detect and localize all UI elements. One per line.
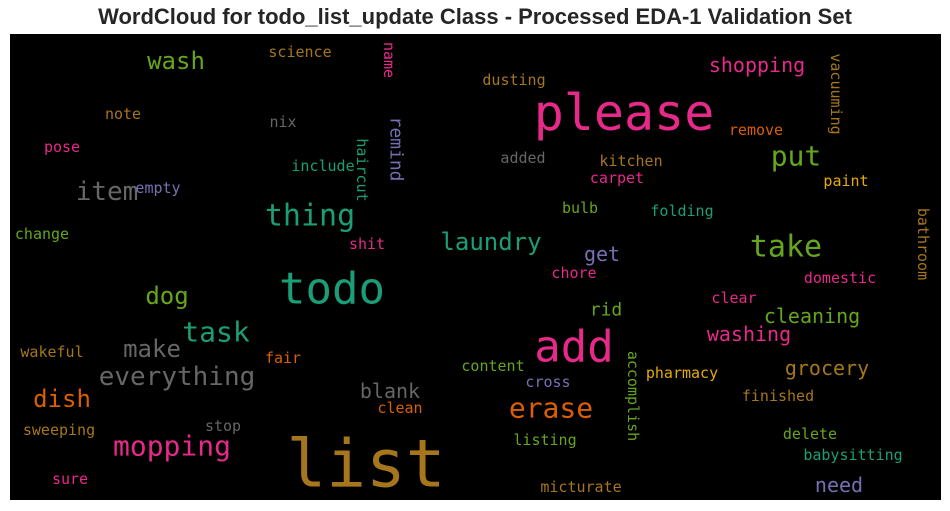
word-domestic: domestic bbox=[804, 269, 876, 287]
word-mopping: mopping bbox=[113, 430, 231, 463]
word-add: add bbox=[534, 322, 613, 373]
word-delete: delete bbox=[783, 425, 837, 443]
word-babysitting: babysitting bbox=[803, 446, 902, 464]
word-erase: erase bbox=[509, 392, 593, 425]
word-todo: todo bbox=[279, 264, 385, 315]
word-carpet: carpet bbox=[590, 169, 644, 187]
word-empty: empty bbox=[135, 179, 180, 197]
word-kitchen: kitchen bbox=[599, 152, 662, 170]
word-name: name bbox=[380, 42, 398, 78]
word-nix: nix bbox=[269, 113, 296, 131]
word-include: include bbox=[291, 157, 354, 175]
word-everything: everything bbox=[99, 362, 256, 392]
chart-title: WordCloud for todo_list_update Class - P… bbox=[98, 4, 852, 29]
word-chore: chore bbox=[551, 264, 596, 282]
wordcloud-canvas: list please todo add take thing task erase moppi… bbox=[10, 34, 941, 500]
word-wash: wash bbox=[147, 47, 205, 75]
word-make: make bbox=[123, 335, 181, 363]
word-note: note bbox=[105, 105, 141, 123]
word-list: list bbox=[287, 426, 446, 501]
word-paint: paint bbox=[823, 172, 868, 190]
word-blank: blank bbox=[360, 379, 420, 403]
word-thing: thing bbox=[265, 199, 355, 234]
word-shopping: shopping bbox=[709, 53, 805, 77]
word-micturate: micturate bbox=[540, 478, 621, 496]
word-rid: rid bbox=[590, 300, 623, 321]
word-accomplish: accomplish bbox=[624, 351, 642, 441]
word-item: item bbox=[76, 177, 139, 207]
word-remove: remove bbox=[729, 121, 783, 139]
word-bulb: bulb bbox=[562, 199, 598, 217]
word-shit: shit bbox=[349, 235, 385, 253]
word-pharmacy: pharmacy bbox=[646, 364, 718, 382]
word-vacuuming: vacuuming bbox=[827, 53, 845, 134]
word-get: get bbox=[584, 242, 620, 266]
word-put: put bbox=[771, 140, 822, 173]
word-grocery: grocery bbox=[785, 356, 869, 380]
word-haircut: haircut bbox=[353, 138, 371, 201]
word-sure: sure bbox=[52, 470, 88, 488]
word-dog: dog bbox=[145, 282, 188, 310]
word-take: take bbox=[750, 230, 822, 265]
wordcloud-svg: list please todo add take thing task erase moppi… bbox=[15, 42, 932, 501]
word-cross: cross bbox=[525, 373, 570, 391]
word-bathroom: bathroom bbox=[914, 208, 932, 280]
word-wakeful: wakeful bbox=[20, 343, 83, 361]
word-washing: washing bbox=[707, 322, 791, 346]
word-finished: finished bbox=[742, 387, 814, 405]
word-remind: remind bbox=[386, 116, 407, 181]
word-dish: dish bbox=[33, 385, 91, 413]
word-clear: clear bbox=[711, 289, 756, 307]
word-pose: pose bbox=[44, 138, 80, 156]
word-please: please bbox=[534, 84, 715, 142]
word-dusting: dusting bbox=[482, 71, 545, 89]
word-science: science bbox=[268, 43, 331, 61]
word-stop: stop bbox=[205, 417, 241, 435]
word-clean: clean bbox=[377, 399, 422, 417]
word-listing: listing bbox=[513, 431, 576, 449]
word-folding: folding bbox=[650, 202, 713, 220]
word-added: added bbox=[500, 149, 545, 167]
word-cleaning: cleaning bbox=[764, 304, 860, 328]
word-task: task bbox=[182, 316, 250, 349]
word-change: change bbox=[15, 225, 69, 243]
word-fair: fair bbox=[265, 349, 301, 367]
word-need: need bbox=[815, 473, 863, 497]
word-laundry: laundry bbox=[440, 228, 541, 256]
word-content: content bbox=[461, 357, 524, 375]
word-sweeping: sweeping bbox=[23, 421, 95, 439]
